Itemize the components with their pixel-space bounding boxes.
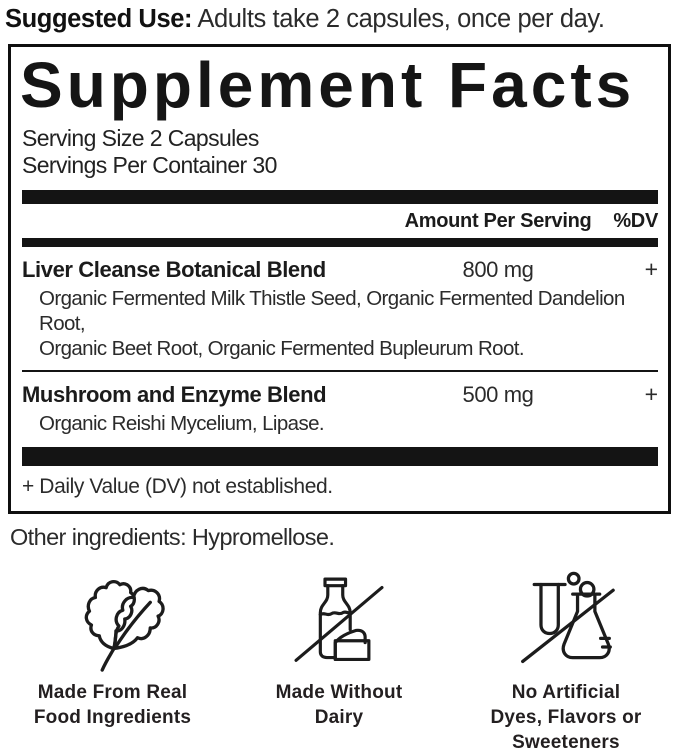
dv-footnote: + Daily Value (DV) not established. [22,474,333,498]
supplement-facts-panel: Supplement Facts Serving Size 2 Capsules… [8,44,671,514]
ingredient-sublist: Organic Fermented Milk Thistle Seed, Org… [39,286,625,360]
panel-title: Supplement Facts [20,49,636,122]
servings-per-container: Servings Per Container 30 [22,152,277,179]
badge-caption: Made From Real Food Ingredients [33,681,192,728]
header-percent-dv: %DV [613,209,658,232]
suggested-use-text: Adults take 2 capsules, once per day. [192,5,605,33]
separator-bar-top [22,189,658,204]
suggested-use-line: Suggested Use: Adults take 2 capsules, o… [0,0,679,34]
ingredient-amount: 800 mg [462,256,534,282]
ingredient-name: Mushroom and Enzyme Blend [22,381,327,407]
ingredient-dv: + [644,255,658,282]
serving-size: Serving Size 2 Capsules [22,125,259,152]
no-artificial-icon [505,571,627,673]
leaf-icon [54,571,172,673]
table-row: Liver Cleanse Botanical Blend 800 mg + [22,247,658,283]
badge-caption: Made Without Dairy [275,681,403,728]
table-row: Mushroom and Enzyme Blend 500 mg + [22,372,658,408]
header-amount-per-serving: Amount Per Serving [404,209,592,232]
suggested-use-label: Suggested Use: [5,5,193,33]
ingredient-sublist: Organic Reishi Mycelium, Lipase. [39,411,325,435]
no-dairy-icon [283,571,395,673]
separator-bar-bottom [22,446,658,466]
table-header: Amount Per Serving %DV [22,204,659,238]
row-divider [22,369,658,372]
ingredient-amount: 500 mg [462,381,534,407]
ingredient-name: Liver Cleanse Botanical Blend [22,256,326,282]
other-ingredients: Other ingredients: Hypromellose. [10,523,335,550]
badge-caption: No Artificial Dyes, Flavors or Sweetener… [490,681,642,753]
ingredient-dv: + [644,380,658,407]
separator-bar-header [22,237,658,247]
